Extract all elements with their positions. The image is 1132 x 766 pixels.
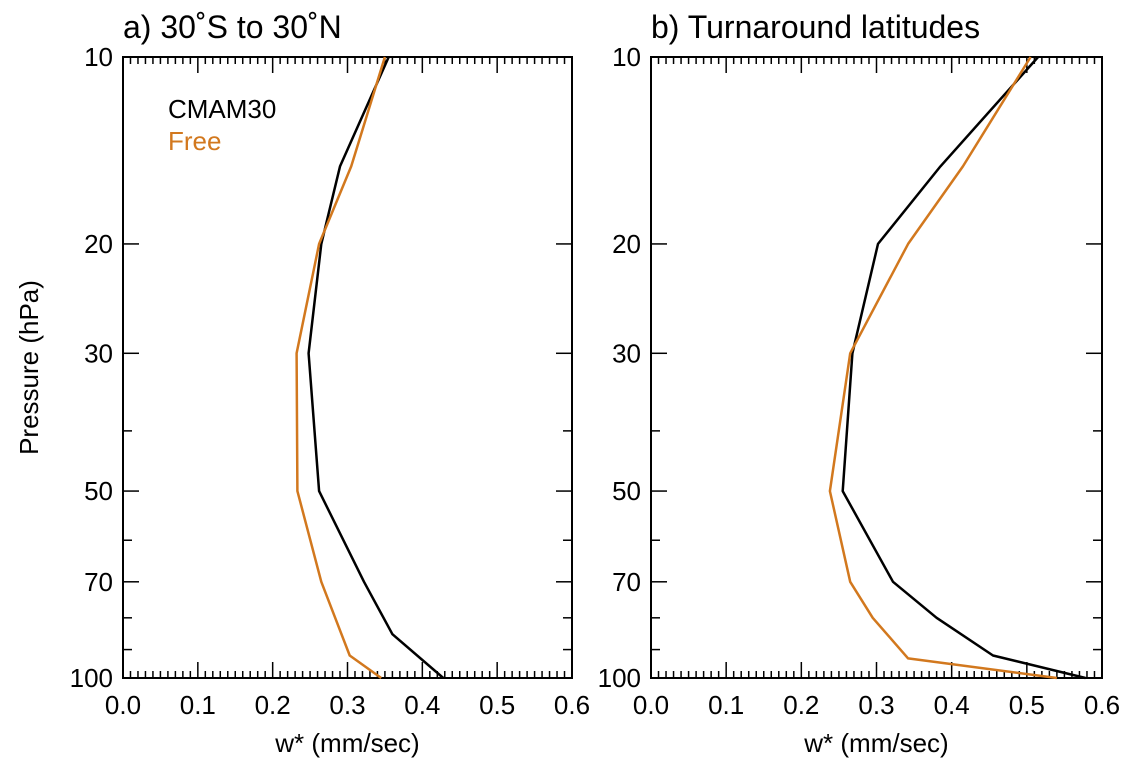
y-tick-label: 100 — [70, 663, 113, 693]
x-axis-title: w* (mm/sec) — [803, 728, 948, 758]
y-tick-label: 30 — [84, 338, 113, 368]
panel-title: a) 30˚S to 30˚N — [123, 9, 342, 45]
x-tick-label: 0.2 — [255, 690, 291, 720]
x-tick-label: 0.6 — [554, 690, 590, 720]
y-tick-label: 70 — [84, 567, 113, 597]
x-tick-label: 0.3 — [329, 690, 365, 720]
y-tick-label: 20 — [612, 229, 641, 259]
x-tick-label: 0.3 — [858, 690, 894, 720]
y-tick-label: 10 — [84, 42, 113, 72]
y-tick-label: 100 — [598, 663, 641, 693]
panel-a: 0.0 0.1 0.2 0.3 0.4 0.5 0.6 10 20 30 50 70 100 a) 30˚… — [14, 9, 590, 758]
y-tick-label: 10 — [612, 42, 641, 72]
panel-title: b) Turnaround latitudes — [651, 9, 980, 45]
legend-entry-free: Free — [168, 126, 221, 156]
series-line-free — [295, 56, 387, 680]
y-tick-label: 20 — [84, 229, 113, 259]
y-tick-label: 30 — [612, 338, 641, 368]
x-tick-label: 0.4 — [404, 690, 440, 720]
x-tick-label: 0.0 — [633, 690, 669, 720]
x-tick-label: 0.1 — [180, 690, 216, 720]
series-line-free — [828, 56, 1058, 680]
legend-entry-cmam30: CMAM30 — [168, 94, 276, 124]
panel-b: 0.0 0.1 0.2 0.3 0.4 0.5 0.6 10 20 30 50 70 100 b) Tur… — [598, 9, 1120, 758]
x-tick-label: 0.6 — [1084, 690, 1120, 720]
x-tick-label: 0.4 — [934, 690, 970, 720]
x-axis-title: w* (mm/sec) — [274, 728, 419, 758]
y-tick-label: 70 — [612, 567, 641, 597]
y-tick-label: 50 — [612, 476, 641, 506]
x-tick-label: 0.0 — [105, 690, 141, 720]
series-line-cmam30 — [307, 56, 445, 679]
x-tick-label: 0.1 — [708, 690, 744, 720]
plot-frame — [650, 56, 1103, 679]
y-tick-label: 50 — [84, 476, 113, 506]
x-tick-label: 0.5 — [479, 690, 515, 720]
x-tick-label: 0.5 — [1009, 690, 1045, 720]
series-line-cmam30 — [841, 56, 1086, 680]
x-tick-label: 0.2 — [783, 690, 819, 720]
y-axis-title: Pressure (hPa) — [14, 280, 44, 455]
